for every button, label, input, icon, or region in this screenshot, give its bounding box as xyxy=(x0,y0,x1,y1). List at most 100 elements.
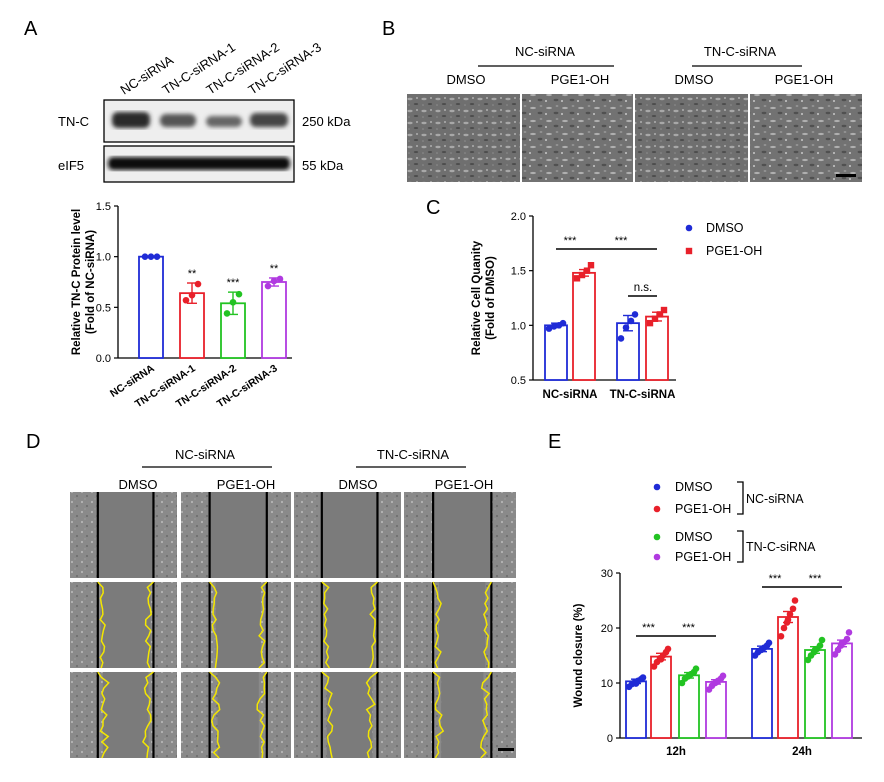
legend-label: DMSO xyxy=(706,221,744,235)
y-tick-label: 10 xyxy=(601,678,613,690)
data-point xyxy=(838,639,846,647)
legend-label: DMSO xyxy=(675,530,713,544)
data-point xyxy=(660,306,668,314)
y-axis-label: Relative TN-C Protein level xyxy=(71,209,83,355)
wound-boundary xyxy=(97,671,110,759)
data-point xyxy=(627,317,635,325)
legend-label: PGE1-OH xyxy=(706,244,762,258)
data-point xyxy=(789,605,797,613)
data-point xyxy=(617,335,625,342)
chart-e: 0 10 20 30 Wound closure (%) 12h 24h *** *** *** *… xyxy=(573,480,862,758)
data-point xyxy=(811,646,819,654)
group-label-nc: NC-siRNA xyxy=(515,44,575,59)
data-point xyxy=(653,553,661,561)
wound-gap xyxy=(100,582,151,668)
wound-gap xyxy=(97,492,154,578)
data-point xyxy=(758,646,766,653)
treatment-label: PGE1-OH xyxy=(551,72,610,87)
group-label-nc: NC-siRNA xyxy=(175,447,235,462)
treatment-label: PGE1-OH xyxy=(435,477,494,492)
wound-boundary xyxy=(432,671,445,759)
data-point xyxy=(182,296,190,304)
data-point xyxy=(784,616,792,624)
wound-boundary xyxy=(369,581,378,669)
panel-letter-a: A xyxy=(24,18,38,40)
x-tick-label: TN-C-siRNA xyxy=(610,389,676,401)
significance-mark: ** xyxy=(188,268,197,280)
micrograph xyxy=(635,94,748,182)
group-label-tnc: TN-C-siRNA xyxy=(377,447,450,462)
data-point xyxy=(719,672,727,680)
y-tick-label: 0 xyxy=(607,733,613,745)
legend-label: DMSO xyxy=(675,480,713,494)
panel-letter-c: C xyxy=(426,197,440,219)
data-point xyxy=(622,324,630,331)
data-point xyxy=(235,290,243,298)
wound-boundary xyxy=(258,581,268,669)
y-axis-label: (Fold of NC-siRNA) xyxy=(85,230,97,334)
scale-bar xyxy=(836,174,856,177)
micrograph xyxy=(407,94,520,182)
wound-gap xyxy=(433,492,492,578)
data-point xyxy=(656,311,664,318)
data-point xyxy=(587,262,595,269)
chart-c: 0.5 1.0 1.5 2.0 Relative Cell Quanity (Fold o… xyxy=(471,211,762,401)
data-point xyxy=(653,533,661,541)
data-point xyxy=(685,224,693,232)
data-point xyxy=(578,271,586,279)
bar xyxy=(616,322,640,381)
data-point xyxy=(188,291,196,299)
treatment-label: PGE1-OH xyxy=(217,477,276,492)
data-point xyxy=(786,610,794,618)
data-point xyxy=(777,632,785,640)
micrograph xyxy=(522,94,633,182)
micrograph-row xyxy=(407,94,862,182)
data-point xyxy=(791,597,799,604)
wound-boundary xyxy=(365,671,378,759)
data-point xyxy=(664,645,672,653)
data-point xyxy=(270,277,278,285)
legend-bracket xyxy=(737,481,744,515)
y-axis-label: Relative Cell Quanity xyxy=(471,240,483,355)
wound-boundary xyxy=(256,671,268,759)
panel-letter-b: B xyxy=(382,18,395,40)
data-point xyxy=(194,280,202,288)
data-point xyxy=(653,505,661,513)
chart-a: 0.0 0.5 1.0 1.5 Relative TN-C Protein level(… xyxy=(71,201,292,410)
wound-boundary xyxy=(483,581,493,669)
data-point xyxy=(843,635,851,643)
legend-label: PGE1-OH xyxy=(675,550,731,564)
wound-gap xyxy=(209,492,267,578)
blot-label-tnc: TN-C xyxy=(58,114,89,129)
bar xyxy=(572,271,596,381)
legend-group-label: TN-C-siRNA xyxy=(746,540,816,554)
data-point xyxy=(147,253,155,260)
wound-boundary xyxy=(141,671,154,759)
wound-grid xyxy=(70,492,516,759)
wound-boundary xyxy=(97,581,106,669)
legend-bracket xyxy=(737,530,744,563)
data-point xyxy=(646,319,654,327)
group-label-tnc: TN-C-siRNA xyxy=(704,44,777,59)
data-point xyxy=(573,275,581,282)
wound-gap xyxy=(326,672,373,758)
data-point xyxy=(223,310,231,317)
y-tick-label: 30 xyxy=(601,568,613,580)
significance-mark: *** xyxy=(615,235,629,247)
wound-boundary xyxy=(144,581,154,669)
y-tick-label: 1.5 xyxy=(511,266,526,278)
data-point xyxy=(545,325,553,332)
data-point xyxy=(657,656,665,663)
wound-boundary xyxy=(432,581,442,669)
y-axis-label: (Fold of DMSO) xyxy=(485,256,497,340)
data-point xyxy=(632,680,640,687)
data-point xyxy=(264,282,272,290)
panel-letter-e: E xyxy=(548,431,561,453)
treatment-label: DMSO xyxy=(339,477,378,492)
treatment-label: DMSO xyxy=(119,477,158,492)
bar xyxy=(544,324,568,381)
y-tick-label: 0.5 xyxy=(511,375,526,387)
y-tick-label: 1.5 xyxy=(96,201,111,213)
wound-gap xyxy=(102,672,149,758)
wound-boundary xyxy=(321,671,334,759)
